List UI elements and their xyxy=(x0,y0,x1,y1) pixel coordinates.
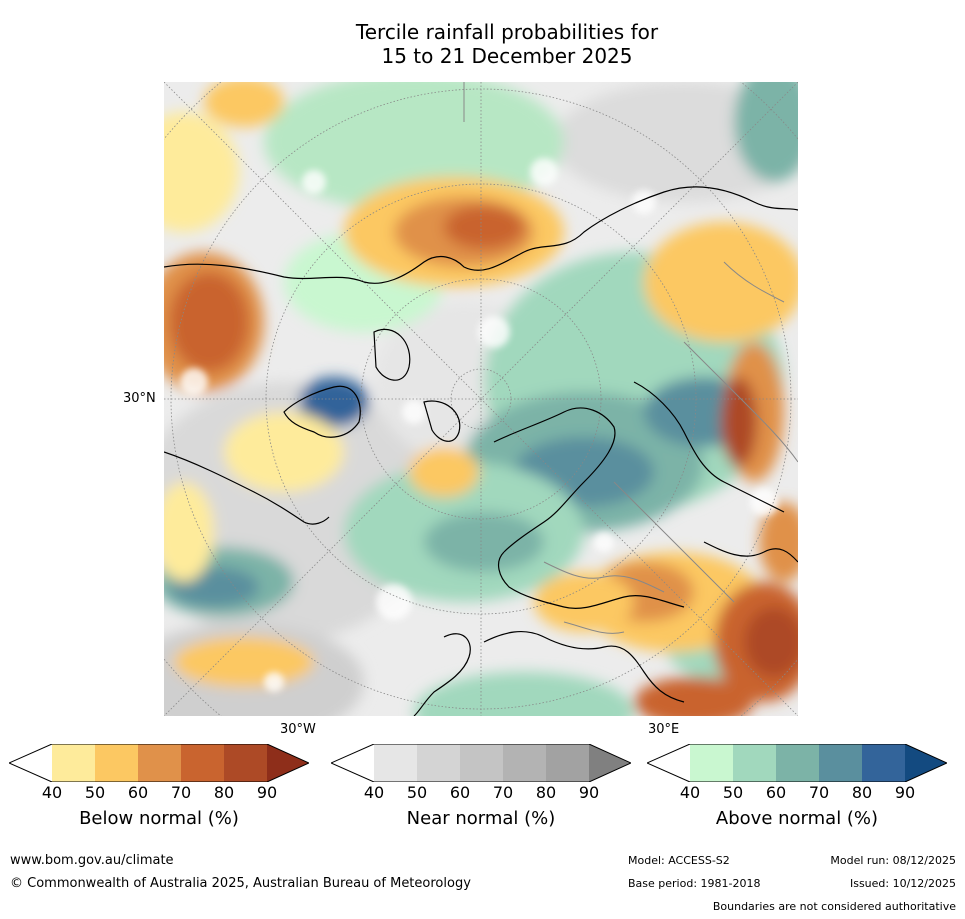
colorbar-below-normal xyxy=(9,744,309,782)
tick-label: 80 xyxy=(213,783,235,802)
tick-label: 40 xyxy=(679,783,701,802)
tick-label: 40 xyxy=(41,783,63,802)
footer-base-period: Base period: 1981-2018 xyxy=(628,877,761,890)
tick-label: 80 xyxy=(851,783,873,802)
tick-label: 80 xyxy=(535,783,557,802)
noise-texture xyxy=(180,158,778,692)
swatch-below-6 xyxy=(267,744,309,782)
colorbar-above-label: Above normal (%) xyxy=(715,808,879,829)
longitude-label-30e: 30°E xyxy=(648,722,680,737)
colorbar-near-normal xyxy=(331,744,631,782)
title-line-1: Tercile rainfall probabilities for xyxy=(355,20,659,44)
swatch-near-1 xyxy=(374,744,417,782)
probability-map xyxy=(164,82,798,716)
swatch-above-5 xyxy=(862,744,905,782)
probability-field xyxy=(164,82,798,716)
swatch-near-4 xyxy=(503,744,546,782)
tick-label: 60 xyxy=(449,783,471,802)
tick-label: 60 xyxy=(765,783,787,802)
tick-label: 50 xyxy=(406,783,428,802)
swatch-near-0 xyxy=(331,744,374,782)
swatch-near-5 xyxy=(546,744,589,782)
swatch-above-2 xyxy=(733,744,776,782)
tick-label: 70 xyxy=(170,783,192,802)
colorbar-above-normal-swatches xyxy=(647,744,947,782)
title-line-2: 15 to 21 December 2025 xyxy=(381,44,633,68)
colorbar-below-ticks: 40 50 60 70 80 90 xyxy=(9,784,309,802)
tick-label: 40 xyxy=(363,783,385,802)
colorbar-below-normal-swatches xyxy=(9,744,309,782)
graticule xyxy=(164,82,798,716)
swatch-below-4 xyxy=(181,744,224,782)
swatch-below-0 xyxy=(9,744,52,782)
colorbar-above-ticks: 40 50 60 70 80 90 xyxy=(647,784,947,802)
footer-disclaimer: Boundaries are not considered authoritat… xyxy=(712,900,956,913)
swatch-above-4 xyxy=(819,744,862,782)
tick-label: 50 xyxy=(84,783,106,802)
coastlines xyxy=(164,186,798,716)
footer-url: www.bom.gov.au/climate xyxy=(10,853,174,868)
longitude-label-30w: 30°W xyxy=(280,722,316,737)
swatch-below-1 xyxy=(52,744,95,782)
swatch-below-3 xyxy=(138,744,181,782)
swatch-near-2 xyxy=(417,744,460,782)
footer-model: Model: ACCESS-S2 xyxy=(628,854,730,867)
swatch-above-0 xyxy=(647,744,690,782)
tick-label: 60 xyxy=(127,783,149,802)
country-borders xyxy=(463,82,798,634)
tick-label: 90 xyxy=(578,783,600,802)
tick-label: 70 xyxy=(492,783,514,802)
swatch-near-3 xyxy=(460,744,503,782)
swatch-below-5 xyxy=(224,744,267,782)
map-canvas xyxy=(164,82,798,716)
swatch-above-6 xyxy=(905,744,947,782)
chart-title: Tercile rainfall probabilities for 15 to… xyxy=(0,20,965,68)
tick-label: 90 xyxy=(256,783,278,802)
colorbar-above-normal xyxy=(647,744,947,782)
colorbar-near-normal-swatches xyxy=(331,744,631,782)
footer-model-run: Model run: 08/12/2025 xyxy=(830,854,956,867)
colorbar-near-label: Near normal (%) xyxy=(406,808,556,829)
tick-label: 70 xyxy=(808,783,830,802)
tick-label: 90 xyxy=(894,783,916,802)
swatch-near-6 xyxy=(589,744,631,782)
swatch-below-2 xyxy=(95,744,138,782)
latitude-label-30n: 30°N xyxy=(123,391,156,406)
footer-issued: Issued: 10/12/2025 xyxy=(849,877,956,890)
colorbar-below-label: Below normal (%) xyxy=(79,808,239,829)
tick-label: 50 xyxy=(722,783,744,802)
footer-copyright: © Commonwealth of Australia 2025, Austra… xyxy=(10,876,471,891)
swatch-above-1 xyxy=(690,744,733,782)
swatch-above-3 xyxy=(776,744,819,782)
colorbar-near-ticks: 40 50 60 70 80 90 xyxy=(331,784,631,802)
